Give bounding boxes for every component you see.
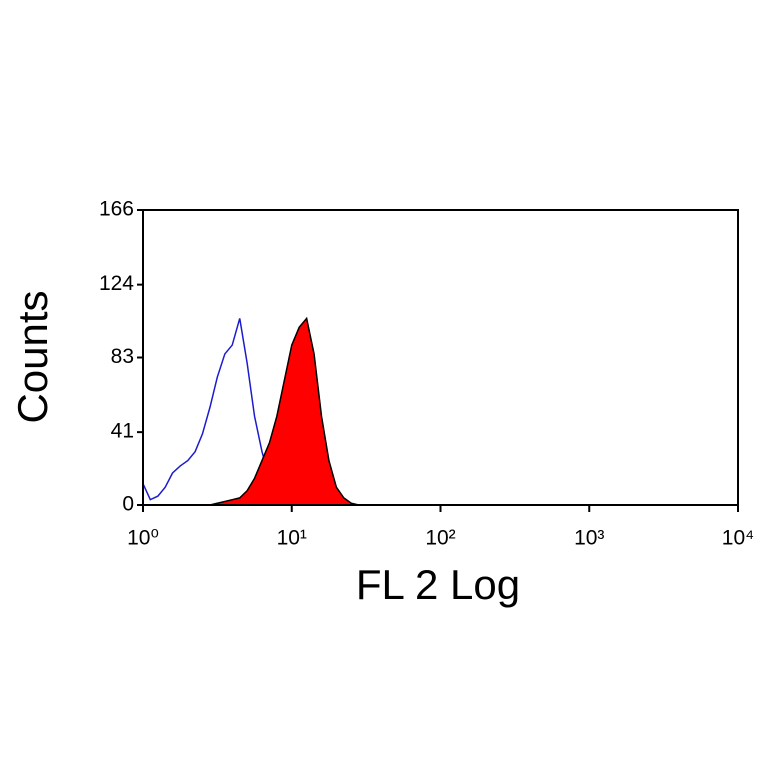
x-axis-title: FL 2 Log bbox=[356, 561, 520, 608]
x-tick-label: 10¹ bbox=[277, 527, 307, 550]
y-axis-title: Counts bbox=[9, 290, 56, 423]
x-tick-label: 10² bbox=[425, 527, 455, 550]
y-tick-label: 124 bbox=[99, 272, 134, 295]
x-tick-label: 10³ bbox=[574, 527, 604, 550]
plot-frame bbox=[142, 209, 739, 506]
y-tick-label: 166 bbox=[99, 198, 134, 221]
y-tick-label: 0 bbox=[122, 493, 134, 516]
y-tick-label: 83 bbox=[111, 345, 134, 368]
x-tick-label: 10⁴ bbox=[722, 527, 754, 550]
x-tick-label: 10⁰ bbox=[127, 527, 159, 550]
y-tick-label: 41 bbox=[111, 420, 134, 443]
